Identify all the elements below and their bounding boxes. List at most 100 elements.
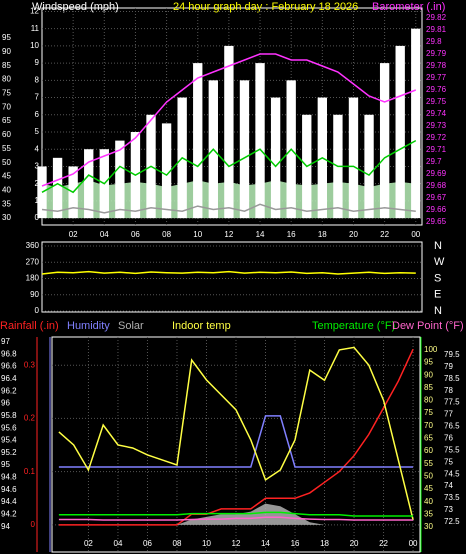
y4-tick-label: 77.5 [444, 398, 460, 407]
y2-tick-label: 29.77 [426, 73, 447, 82]
y3-tick-label: 97 [1, 337, 10, 346]
y3-tick-label: 70 [2, 102, 11, 111]
y-tick-label: 6 [35, 110, 40, 119]
y-tick-label: 3 [35, 162, 40, 171]
y2-tick-label: 29.78 [426, 61, 447, 70]
y3-tick-label: 90 [2, 47, 11, 56]
x-tick-label: 04 [100, 230, 109, 239]
y3-tick-label: 94.4 [1, 497, 17, 506]
y-tick-label: 10 [30, 41, 39, 50]
x-tick-label: 02 [69, 230, 78, 239]
y3-tick-label: 65 [2, 116, 11, 125]
x-tick-label: 20 [349, 230, 358, 239]
bar [115, 140, 125, 219]
y-tick-label: 7 [35, 93, 40, 102]
y3-tick-label: 96.8 [1, 349, 17, 358]
y-tick-label: 0 [31, 520, 36, 529]
chart-title: 24 hour graph day : February 18 2026 [173, 1, 358, 13]
x-tick-label: 12 [224, 230, 233, 239]
y4-tick-label: 77 [444, 410, 453, 419]
line [41, 139, 417, 194]
legend-entry: Solar [118, 320, 144, 332]
y3-tick-label: 55 [2, 144, 11, 153]
x-tick-label: 16 [291, 539, 300, 548]
y4-tick-label: 73.5 [444, 493, 460, 502]
x-tick-label: 22 [380, 230, 389, 239]
x-tick-label: 10 [202, 539, 211, 548]
y-tick-label: 0.1 [24, 467, 36, 476]
y4-tick-label: 74.5 [444, 469, 460, 478]
y2-tick-label: 29.67 [426, 193, 447, 202]
y2-tick-label: 40 [424, 497, 433, 506]
y3-tick-label: 95 [1, 460, 10, 469]
x-tick-label: 02 [84, 539, 93, 548]
y2-tick-label: 29.8 [426, 37, 442, 46]
y-tick-label: 9 [35, 58, 40, 67]
x-tick-label: 06 [131, 230, 140, 239]
y2-tick-label: S [434, 272, 441, 284]
bar [255, 63, 265, 219]
y3-tick-label: 94 [1, 522, 10, 531]
x-tick-label: 18 [320, 539, 329, 548]
bar [395, 45, 405, 219]
y2-tick-label: 29.73 [426, 121, 447, 130]
x-tick-label: 14 [256, 230, 265, 239]
y-tick-label: 11 [31, 24, 40, 33]
y2-tick-label: E [434, 289, 441, 301]
line [58, 511, 414, 517]
x-tick-label: 16 [287, 230, 296, 239]
y2-tick-label: 29.72 [426, 133, 447, 142]
y3-tick-label: 96.4 [1, 374, 17, 383]
y2-tick-label: 29.68 [426, 181, 447, 190]
y2-tick-label: 80 [424, 396, 433, 405]
bar [411, 28, 421, 219]
x-tick-label: 14 [261, 539, 270, 548]
y-tick-label: 360 [26, 241, 40, 250]
y-tick-label: 1 [35, 196, 40, 205]
x-tick-label: 08 [173, 539, 182, 548]
y4-tick-label: 76.5 [444, 422, 460, 431]
y2-tick-label: 29.74 [426, 109, 447, 118]
x-tick-label: 18 [318, 230, 327, 239]
bar [270, 97, 281, 219]
x-tick-label: 08 [162, 230, 171, 239]
y4-tick-label: 75 [444, 457, 453, 466]
y4-tick-label: 76 [444, 434, 453, 443]
y2-tick-label: 95 [424, 358, 433, 367]
line [41, 203, 416, 214]
y3-tick-label: 95.8 [1, 411, 17, 420]
x-tick-label: 06 [143, 539, 152, 548]
y2-tick-label: 29.69 [426, 169, 447, 178]
x-tick-label: 10 [193, 230, 202, 239]
y3-tick-label: 40 [2, 185, 11, 194]
y4-tick-label: 78.5 [444, 374, 460, 383]
bar [379, 63, 390, 219]
y4-tick-label: 74 [444, 481, 453, 490]
y-tick-label: 270 [26, 257, 40, 266]
y2-tick-label: W [434, 256, 445, 268]
y2-tick-label: 90 [424, 370, 433, 379]
y3-tick-label: 80 [2, 75, 11, 84]
y4-tick-label: 72.5 [444, 517, 460, 526]
y2-tick-label: 29.82 [426, 13, 447, 22]
y-tick-label: 0 [35, 306, 40, 315]
bar [364, 114, 374, 219]
y-tick-label: 0.2 [24, 414, 36, 423]
y2-tick-label: 55 [424, 459, 433, 468]
bar [239, 80, 250, 219]
y-axis-title: Windspeed (mph) [32, 1, 119, 13]
x-tick-label: 20 [350, 539, 359, 548]
y3-tick-label: 35 [2, 199, 11, 208]
panel-frame [41, 7, 423, 226]
y3-tick-label: 94.6 [1, 485, 17, 494]
bar [161, 123, 172, 219]
y2-tick-label: 45 [424, 484, 433, 493]
y-tick-label: 0 [35, 213, 40, 222]
x-tick-label: 00 [411, 230, 420, 239]
y-tick-label: 180 [26, 274, 40, 283]
y2-tick-label: 30 [424, 522, 433, 531]
y-tick-label: 5 [35, 127, 40, 136]
bar [84, 149, 94, 219]
y3-tick-label: 95.6 [1, 423, 17, 432]
